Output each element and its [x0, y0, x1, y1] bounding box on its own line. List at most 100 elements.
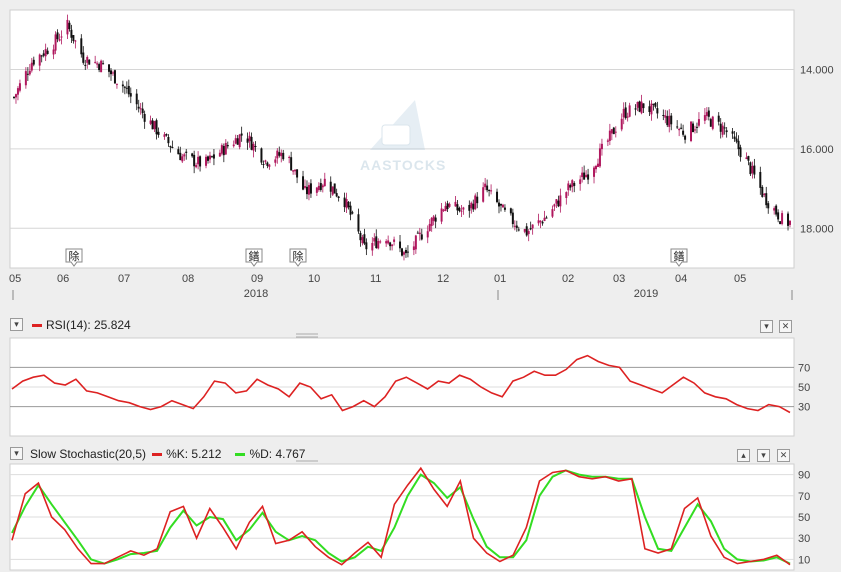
candle-body	[753, 165, 756, 175]
stoch-y-tick-label: 90	[798, 470, 810, 482]
candle-body	[208, 155, 211, 160]
stoch-collapse-button[interactable]: ▾	[757, 449, 770, 462]
stoch-menu-button[interactable]: ▾	[10, 447, 23, 460]
candle-body	[323, 178, 326, 187]
candle-body	[207, 156, 209, 161]
rsi-collapse-button[interactable]: ▾	[760, 320, 773, 333]
candle-body	[612, 127, 615, 135]
candle-body	[42, 53, 45, 56]
candle-body	[125, 87, 128, 89]
candle-body	[262, 163, 265, 165]
candle-body	[248, 135, 251, 142]
candle-body	[428, 223, 431, 232]
candle-body	[525, 226, 528, 236]
candle-body	[614, 131, 617, 133]
candle-body	[238, 134, 241, 148]
candle-body	[361, 237, 364, 244]
price-chart[interactable]: AASTOCKS 18.000 16.000 14.000 除 鐥 除 鐥 05 06 07 0…	[0, 0, 841, 305]
candle-body	[264, 160, 267, 162]
stoch-close-button[interactable]: ✕	[777, 449, 790, 462]
candle-body	[402, 252, 405, 255]
rsi-chart[interactable]: 70 50 30	[0, 330, 841, 440]
candle-body	[274, 159, 277, 163]
year-tick-label: 2018	[244, 288, 268, 300]
candle-body	[26, 73, 29, 75]
event-marker[interactable]	[670, 248, 688, 267]
candle-body	[205, 156, 208, 166]
candle-body	[100, 60, 103, 73]
candle-body	[426, 231, 429, 238]
candle-body	[96, 63, 99, 65]
candle-body	[767, 203, 770, 209]
candle-body	[557, 200, 560, 207]
rsi-close-button[interactable]: ✕	[779, 320, 792, 333]
candle-body	[38, 54, 41, 66]
candle-body	[517, 229, 520, 231]
candle-body	[236, 138, 239, 145]
candle-body	[626, 116, 629, 118]
candle-body	[606, 140, 609, 142]
candle-body	[305, 186, 308, 195]
month-tick-label: 06	[57, 273, 69, 285]
candle-body	[515, 225, 518, 228]
stochastic-chart[interactable]: 90 70 50 30 10	[0, 458, 841, 572]
candle-body	[252, 143, 255, 151]
event-marker[interactable]	[289, 248, 307, 267]
candle-body	[171, 146, 174, 148]
candle-body	[246, 138, 249, 143]
candle-body	[110, 70, 112, 75]
candle-body	[317, 185, 320, 191]
candle-body	[430, 217, 433, 226]
candle-body	[66, 19, 69, 35]
candle-body	[220, 145, 223, 154]
event-marker[interactable]	[245, 248, 263, 267]
candle-body	[446, 203, 449, 210]
chevron-down-icon: ▾	[764, 321, 769, 331]
event-marker[interactable]	[65, 248, 83, 267]
candle-body	[149, 120, 152, 124]
event-marker-label: 鐥	[249, 249, 260, 263]
candle-body	[280, 152, 283, 157]
rsi-menu-button[interactable]: ▾	[10, 318, 23, 331]
candle-body	[739, 147, 742, 158]
candle-body	[650, 103, 653, 115]
chevron-down-icon: ▾	[14, 448, 19, 458]
candle-body	[555, 199, 558, 204]
candle-body	[501, 204, 504, 208]
stoch-k-line	[11, 466, 791, 566]
candle-body	[474, 195, 477, 210]
candle-body	[454, 201, 457, 207]
candle-body	[167, 136, 170, 144]
candle-body	[664, 115, 667, 118]
candle-body	[137, 106, 140, 109]
candle-body	[359, 232, 362, 241]
candle-body	[608, 130, 611, 141]
candle-body	[787, 213, 790, 226]
candle-body	[375, 236, 378, 249]
candle-body	[654, 103, 657, 107]
candle-body	[296, 169, 299, 178]
candle-body	[302, 176, 305, 190]
candle-body	[565, 192, 568, 199]
candle-body	[337, 196, 340, 198]
candle-body	[733, 136, 736, 139]
stoch-y-tick-label: 10	[798, 554, 810, 566]
candle-body	[404, 249, 407, 254]
candle-body	[155, 120, 158, 135]
candle-body	[121, 84, 124, 87]
year-tick-label: 2019	[634, 288, 658, 300]
candle-body	[82, 52, 85, 63]
candle-body	[406, 251, 409, 253]
price-y-tick-label: 16.000	[800, 144, 834, 156]
candle-body	[737, 140, 740, 150]
candle-body	[199, 156, 202, 167]
candle-body	[749, 162, 752, 175]
candle-body	[141, 108, 144, 114]
candle-body	[571, 180, 574, 187]
candle-body	[498, 202, 500, 207]
stoch-up-button[interactable]: ▴	[737, 449, 750, 462]
candle-body	[434, 217, 437, 222]
candle-body	[440, 208, 443, 222]
candle-body	[579, 179, 582, 185]
candle-body	[108, 64, 111, 72]
